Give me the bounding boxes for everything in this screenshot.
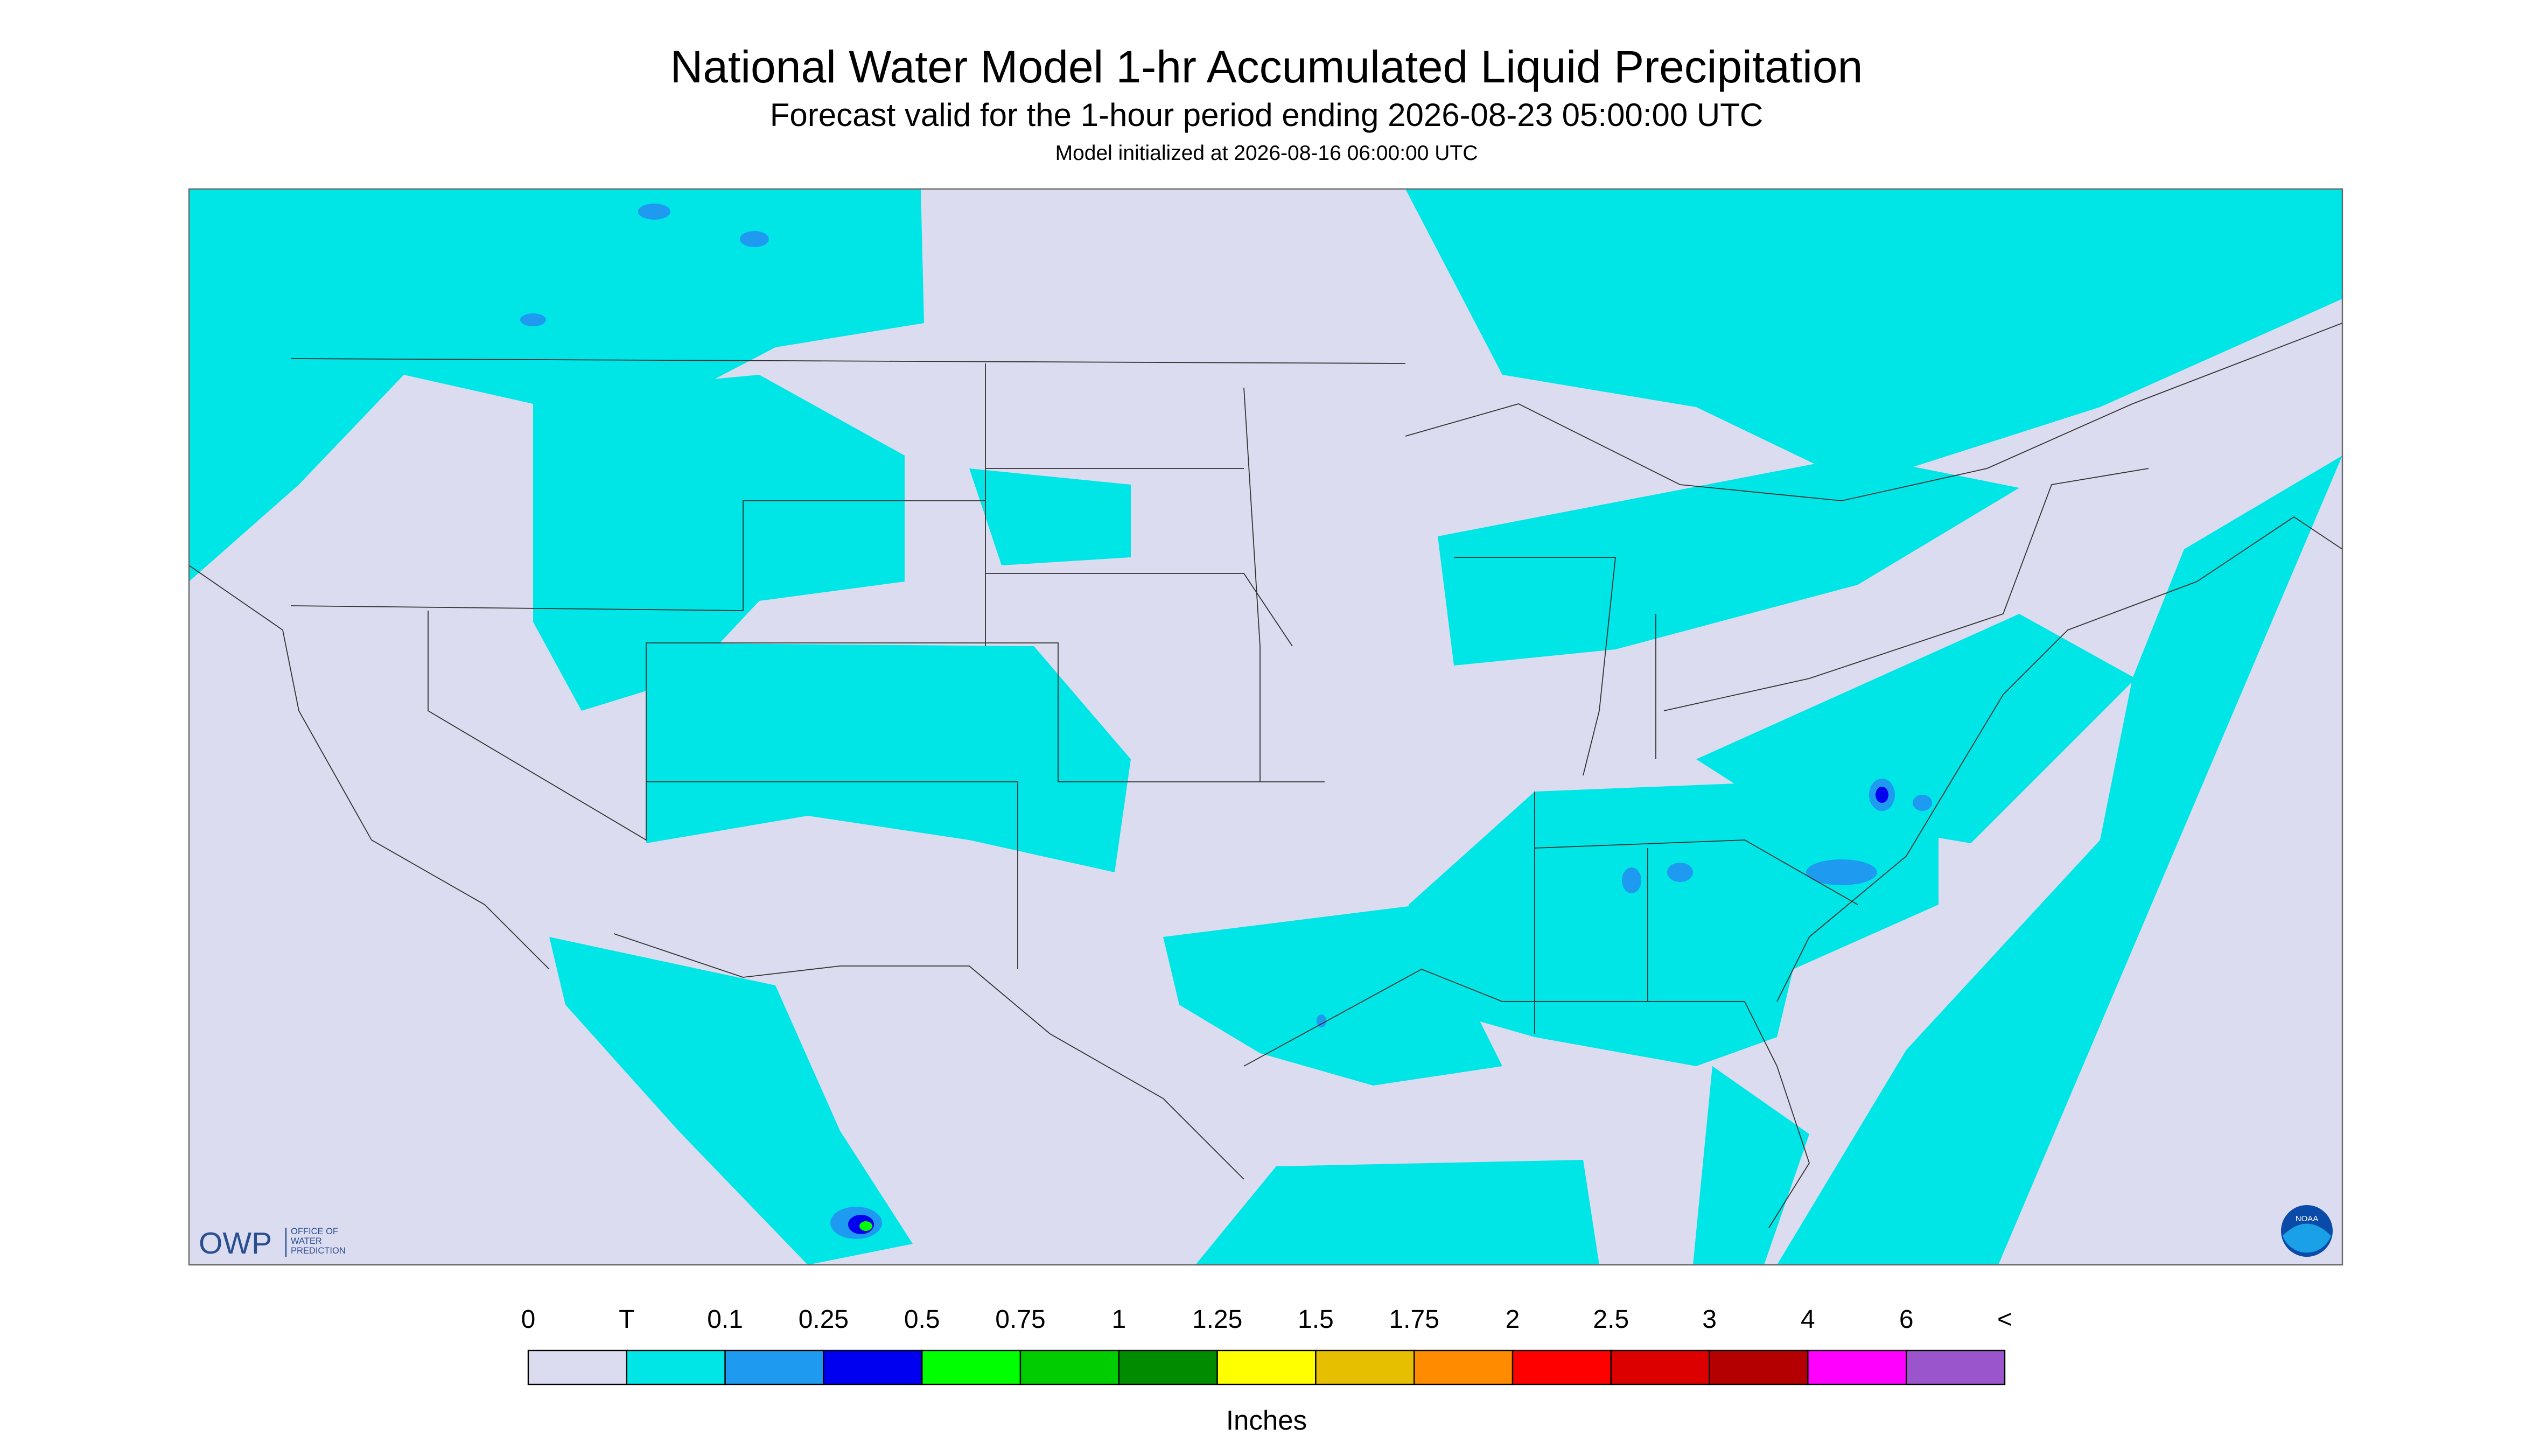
- color-swatch: [1414, 1349, 1514, 1385]
- colorbar-label: 2.5: [1593, 1305, 1629, 1334]
- colorbar-label: 0.1: [707, 1305, 743, 1334]
- colorbar-label: <: [1997, 1305, 2012, 1334]
- colorbar-label: 1.25: [1192, 1305, 1242, 1334]
- colorbar-label: 1: [1111, 1305, 1126, 1334]
- color-swatch: [1315, 1349, 1415, 1385]
- colorbar-label: 3: [1702, 1305, 1717, 1334]
- color-swatch: [1019, 1349, 1120, 1385]
- colorbar-label: 0: [521, 1305, 536, 1334]
- noaa-logo-text: NOAA: [2296, 1214, 2319, 1223]
- boundaries: [188, 323, 2343, 1228]
- color-swatch: [1610, 1349, 1710, 1385]
- map-frame: [188, 188, 2343, 1266]
- owp-logo-line: PREDICTION: [291, 1246, 346, 1256]
- color-swatch: [1118, 1349, 1218, 1385]
- subtitle: Forecast valid for the 1-hour period end…: [770, 97, 1763, 133]
- precip-heavier: [520, 204, 1932, 1240]
- precip-trace: [189, 189, 2342, 1265]
- colorbar: 0 T 0.1 0.25 0.5 0.75 1 1.25 1.5 1.75 2 2.5 3 4 6 <: [521, 1305, 2012, 1385]
- owp-logo: OWP: [199, 1226, 272, 1261]
- color-swatch: [1512, 1349, 1612, 1385]
- colorbar-label: 1.5: [1298, 1305, 1334, 1334]
- color-swatch: [1709, 1349, 1809, 1385]
- map: OWP OFFICE OF WATER PREDICTION NOAA: [188, 188, 2343, 1266]
- colorbar-label: 4: [1801, 1305, 1815, 1334]
- owp-logo-line: OFFICE OF: [291, 1227, 338, 1236]
- color-swatch: [527, 1349, 628, 1385]
- color-swatch: [1905, 1349, 2006, 1385]
- color-swatch: [823, 1349, 923, 1385]
- colorbar-label: 1.75: [1389, 1305, 1439, 1334]
- init-time: Model initialized at 2026-08-16 06:00:00…: [1055, 142, 1478, 165]
- colorbar-label: 0.25: [799, 1305, 849, 1334]
- owp-logo-line: WATER: [291, 1236, 322, 1246]
- noaa-logo-wave: [2283, 1223, 2331, 1253]
- color-swatch: [724, 1349, 824, 1385]
- color-swatch: [921, 1349, 1021, 1385]
- colorbar-label: 0.5: [904, 1305, 940, 1334]
- color-swatch: [626, 1349, 726, 1385]
- colorbar-label: T: [619, 1305, 634, 1334]
- colorbar-label: 2: [1506, 1305, 1520, 1334]
- title: National Water Model 1-hr Accumulated Li…: [670, 41, 1863, 92]
- colorbar-label: 6: [1899, 1305, 1914, 1334]
- color-swatch: [1216, 1349, 1317, 1385]
- colorbar-unit: Inches: [1226, 1405, 1307, 1436]
- color-swatch: [1807, 1349, 1907, 1385]
- colorbar-label: 0.75: [995, 1305, 1045, 1334]
